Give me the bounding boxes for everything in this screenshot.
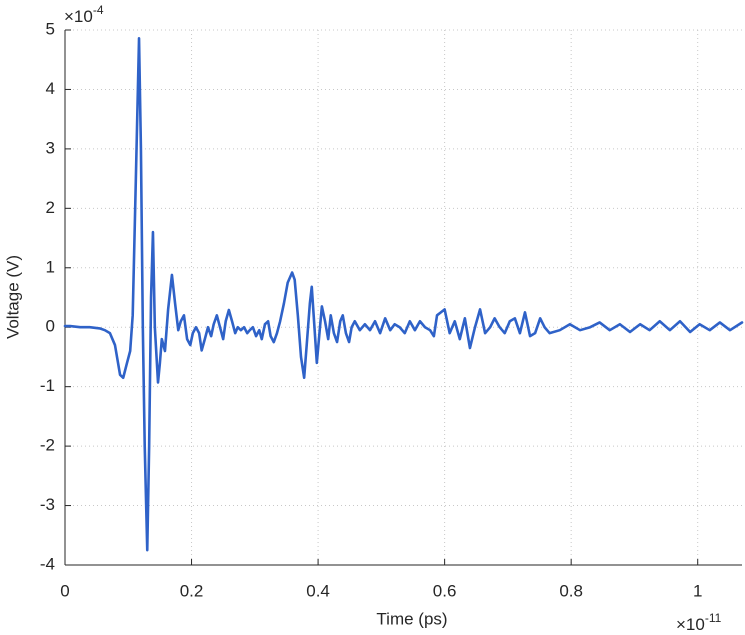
x-tick-label: 0.6 (433, 581, 457, 600)
y-axis-label: Voltage (V) (3, 255, 22, 339)
x-tick-label: 0.4 (306, 581, 330, 600)
y-tick-label: -4 (40, 554, 55, 573)
y-tick-label: -2 (40, 436, 55, 455)
x-exponent: ×10-11 (676, 611, 722, 634)
y-tick-label: -3 (40, 495, 55, 514)
x-tick-label: 1 (693, 581, 702, 600)
y-tick-label: 0 (46, 317, 55, 336)
x-axis-label: Time (ps) (376, 609, 447, 628)
x-tick-label: 0.2 (180, 581, 204, 600)
x-exponent-base: ×10 (676, 615, 705, 634)
y-tick-label: 3 (46, 138, 55, 157)
x-tick-label: 0 (60, 581, 69, 600)
y-exponent-power: -4 (93, 3, 104, 17)
y-tick-label: 4 (46, 79, 55, 98)
x-exponent-power: -11 (705, 611, 722, 625)
y-tick-label: 1 (46, 257, 55, 276)
x-tick-label: 0.8 (559, 581, 583, 600)
y-tick-label: 5 (46, 19, 55, 38)
series-line (63, 37, 744, 552)
y-tick-label: 2 (46, 198, 55, 217)
y-exponent: ×10-4 (64, 3, 104, 26)
y-tick-label: -1 (40, 376, 55, 395)
y-exponent-base: ×10 (64, 7, 93, 26)
